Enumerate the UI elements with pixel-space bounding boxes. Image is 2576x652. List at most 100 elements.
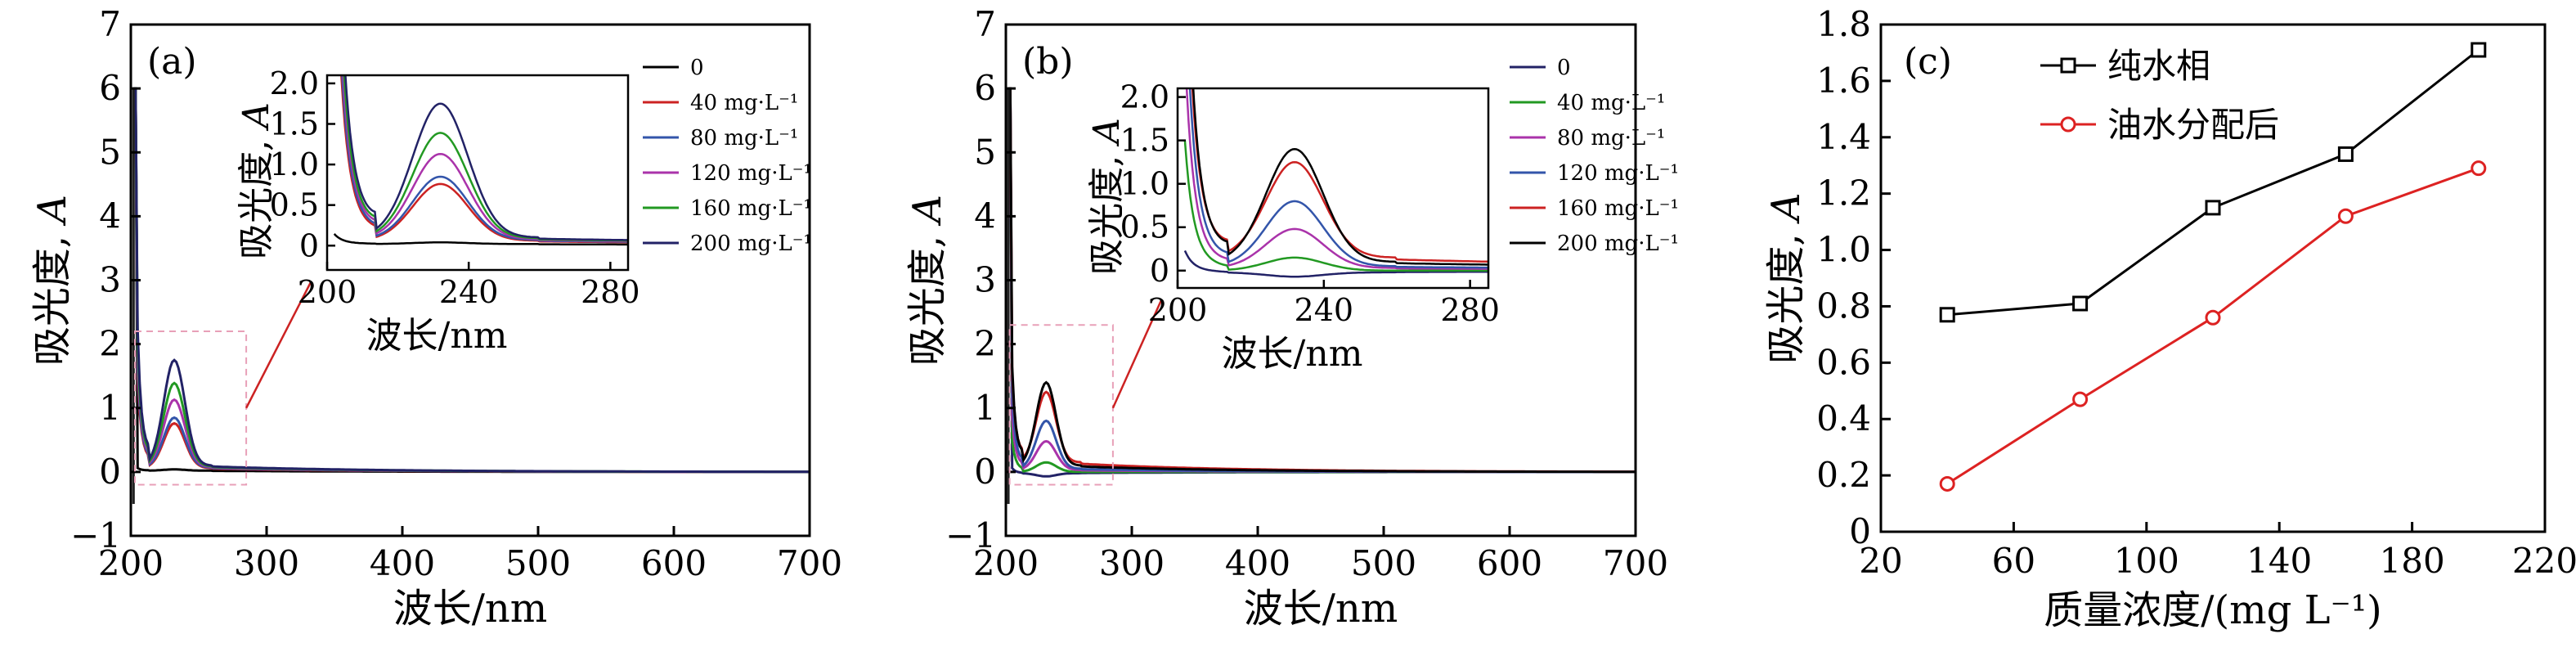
- inset-y-tick-label: 0.5: [1120, 209, 1169, 245]
- x-tick-label: 100: [2114, 541, 2179, 581]
- zoom-box: [1008, 324, 1114, 486]
- y-tick-label: 5: [99, 132, 121, 172]
- inset-x-axis-label: 波长/nm: [366, 315, 508, 357]
- legend-label: 0: [690, 56, 704, 80]
- legend-label: 80 mg·L⁻¹: [690, 126, 798, 151]
- y-tick-label: 4: [99, 196, 121, 236]
- inset: 200 240 280 0 0.5 1.0 1.5 2.0 波长/nm 吸光度, A: [1086, 79, 1500, 375]
- data-point: [2337, 146, 2354, 162]
- zoom-box: [133, 330, 248, 486]
- zoom-connector: [1111, 299, 1163, 409]
- inset-y-tick-label: 0: [299, 227, 319, 263]
- y-tick-label: 4: [974, 196, 996, 236]
- data-point: [1939, 475, 1955, 492]
- y-tick-label: 7: [974, 4, 996, 44]
- x-tick-label: 600: [641, 543, 707, 583]
- data-point: [2205, 309, 2221, 326]
- inset-frame: [325, 74, 630, 272]
- inset-x-tick-label: 200: [298, 274, 357, 310]
- panel-label: (a): [147, 41, 197, 83]
- y-tick-label: 0.4: [1816, 398, 1871, 438]
- x-tick-label: 20: [1859, 541, 1902, 581]
- x-tick-label: 700: [1603, 543, 1668, 583]
- legend-label: 纯水相: [2107, 46, 2210, 86]
- series-line-1: [1947, 48, 2480, 317]
- y-tick-label: 6: [974, 68, 996, 108]
- inset-y-tick-label: 0: [1150, 253, 1169, 289]
- inset: 200 240 280 0 0.5 1.0 1.5 2.0 波长/nm 吸光度, A: [236, 65, 640, 357]
- series-line-2: [1946, 167, 2480, 485]
- legend-label: 120 mg·L⁻¹: [690, 161, 812, 186]
- y-tick-label: 1: [974, 388, 996, 428]
- x-axis-label: 波长/nm: [393, 586, 548, 632]
- inset-series-line-1: [333, 233, 628, 246]
- legend: 0 40 mg·L⁻¹ 80 mg·L⁻¹ 120 mg·L⁻¹ 160 mg·L⁻¹ 2…: [643, 56, 812, 256]
- inset-y-tick-label: 2.0: [270, 65, 319, 101]
- y-tick-label: 1: [99, 388, 121, 428]
- legend-label: 80 mg·L⁻¹: [1557, 126, 1665, 151]
- legend: 0 40 mg·L⁻¹ 80 mg·L⁻¹ 120 mg·L⁻¹ 160 mg·L⁻¹ 2…: [1510, 56, 1679, 256]
- y-tick-label: 3: [99, 260, 121, 300]
- x-tick-label: 400: [370, 543, 435, 583]
- y-tick-label: 2: [974, 324, 996, 364]
- x-tick-label: 300: [234, 543, 299, 583]
- data-point: [2471, 42, 2487, 58]
- y-axis-label-symbol: A: [1763, 192, 1809, 224]
- x-tick-label: 500: [505, 543, 571, 583]
- y-tick-label: 2: [99, 324, 121, 364]
- inset-y-axis-label-symbol: A: [236, 102, 277, 132]
- panel-b: 200 300 400 500 600 700 −1 0 1 2 3 4 5 6 7 波长/nm 吸光度, A (…: [904, 4, 1679, 632]
- y-tick-label: 0: [1849, 511, 1871, 551]
- data-point: [2072, 391, 2089, 407]
- inset-series-line-6: [1192, 88, 1488, 266]
- inset-y-axis-label-symbol: A: [1086, 118, 1128, 147]
- y-tick-label: 0.8: [1816, 286, 1871, 326]
- y-tick-label: 0: [974, 452, 996, 492]
- y-tick-label: 6: [99, 68, 121, 108]
- legend-label: 160 mg·L⁻¹: [690, 196, 812, 221]
- x-axis-label: 波长/nm: [1244, 586, 1398, 632]
- inset-x-axis-label: 波长/nm: [1222, 333, 1363, 375]
- y-tick-label: −1: [70, 515, 121, 555]
- y-tick-label: 1.8: [1816, 4, 1871, 44]
- y-axis-label-symbol: A: [29, 195, 75, 227]
- inset-y-axis-label-main: 吸光度,: [1086, 144, 1128, 275]
- inset-y-axis-label: 吸光度, A: [236, 102, 277, 259]
- y-tick-label: 1.2: [1816, 173, 1871, 214]
- y-tick-label: 3: [974, 260, 996, 300]
- y-axis-label-symbol: A: [904, 195, 950, 227]
- x-axis-label: 质量浓度/(mg L⁻¹): [2044, 587, 2382, 633]
- inset-y-tick-label: 1.0: [1120, 166, 1169, 202]
- legend-label: 油水分配后: [2107, 105, 2279, 145]
- legend-label: 200 mg·L⁻¹: [690, 232, 812, 256]
- legend-label: 160 mg·L⁻¹: [1557, 196, 1679, 221]
- panel-c: 20 60 100 140 180 220 0 0.2 0.4 0.6 0.8 1.0 1.2 1.4 1.…: [1763, 4, 2576, 633]
- y-tick-label: 0.2: [1816, 455, 1871, 495]
- inset-y-tick-label: 2.0: [1120, 79, 1169, 115]
- legend-label: 40 mg·L⁻¹: [1557, 91, 1665, 115]
- inset-y-tick-label: 1.5: [1120, 123, 1169, 159]
- data-point: [2205, 200, 2221, 216]
- x-tick-label: 500: [1351, 543, 1416, 583]
- y-tick-label: 1.0: [1816, 230, 1871, 270]
- y-axis-label-main: 吸光度,: [904, 223, 950, 366]
- x-tick-label: 140: [2246, 541, 2312, 581]
- y-tick-label: 1.4: [1816, 117, 1871, 157]
- inset-frame: [1176, 87, 1490, 290]
- y-axis-label-main: 吸光度,: [1763, 221, 1809, 364]
- x-tick-label: 200: [98, 543, 164, 583]
- data-point: [1939, 307, 1955, 323]
- y-tick-label: 7: [99, 4, 121, 44]
- inset-x-tick-label: 240: [439, 274, 499, 310]
- y-axis-label: 吸光度, A: [904, 195, 950, 366]
- inset-x-tick-label: 280: [1440, 292, 1500, 328]
- plot-frame: [1879, 23, 2547, 533]
- inset-y-axis-label-main: 吸光度,: [236, 128, 277, 259]
- inset-series-line-2: [1183, 140, 1488, 272]
- data-point: [2072, 295, 2089, 312]
- inset-x-tick-label: 280: [581, 274, 640, 310]
- y-tick-label: 0.6: [1816, 342, 1871, 382]
- inset-x-tick-label: 200: [1148, 292, 1208, 328]
